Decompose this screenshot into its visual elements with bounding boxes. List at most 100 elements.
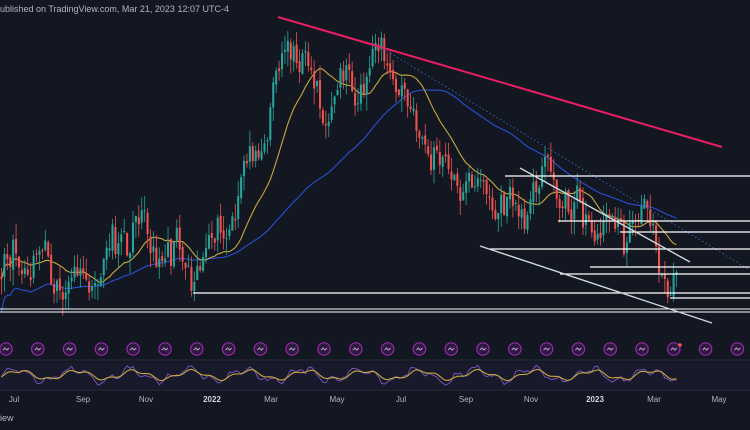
candle-body	[432, 147, 436, 170]
candle-body	[146, 212, 149, 235]
drawings-layer	[0, 16, 750, 324]
candle-body	[596, 233, 599, 240]
event-glyph	[479, 347, 487, 351]
candle-body	[473, 186, 476, 188]
candle-body	[260, 151, 263, 160]
candle-body	[108, 248, 111, 251]
candle-body	[482, 180, 485, 182]
candle-body	[657, 246, 661, 273]
x-tick-label: Mar	[647, 395, 661, 404]
candle-body	[520, 209, 523, 218]
candle-body	[593, 230, 596, 242]
event-glyph	[670, 347, 678, 351]
candle-body	[506, 196, 509, 217]
candle-body	[380, 37, 383, 50]
candle-body	[491, 197, 494, 211]
candle-body	[354, 92, 357, 106]
downtrend-line	[277, 16, 723, 148]
candle-body	[602, 221, 605, 236]
candle-body	[511, 187, 514, 206]
candle-body	[248, 146, 251, 162]
candle-body	[321, 110, 324, 124]
candle-body	[20, 270, 23, 275]
x-tick-label: Sep	[459, 395, 474, 404]
candle-body	[409, 106, 412, 109]
candle-body	[561, 206, 564, 209]
candle-body	[41, 250, 44, 252]
candle-body	[234, 218, 237, 221]
candle-body	[76, 267, 79, 276]
sma-50-layer	[0, 67, 677, 284]
candle-body	[418, 131, 421, 138]
candle-body	[468, 172, 471, 182]
candle-body	[102, 258, 105, 276]
candle-body	[50, 254, 53, 285]
candle-body	[205, 247, 208, 258]
candle-body	[263, 143, 266, 152]
candle-body	[640, 206, 643, 224]
candle-body	[283, 49, 286, 52]
candle-body	[216, 217, 219, 241]
candle-body	[318, 80, 322, 109]
candle-body	[175, 227, 178, 241]
candle-body	[392, 70, 395, 80]
rsi-pane	[0, 362, 750, 388]
candle-body	[17, 256, 21, 268]
candle-body	[242, 160, 246, 177]
candle-body	[579, 187, 582, 201]
candle-body	[503, 193, 506, 216]
candle-body	[672, 274, 675, 297]
candle-body	[167, 241, 170, 257]
candle-body	[535, 180, 538, 193]
candle-body	[32, 255, 35, 278]
event-glyph	[257, 347, 264, 351]
candle-body	[129, 253, 132, 259]
candle-body	[202, 257, 205, 271]
event-glyph	[352, 347, 360, 351]
candle-body	[266, 140, 269, 142]
candle-body	[12, 239, 15, 270]
candle-body	[412, 108, 415, 112]
candle-body	[152, 246, 155, 252]
candle-body	[120, 234, 123, 243]
candle-body	[245, 161, 248, 164]
x-axis: Jul Sep Nov 2022 Mar May Jul Sep Nov 2023 Mar May	[9, 395, 727, 404]
event-glyph	[161, 347, 169, 351]
candle-body	[15, 238, 18, 254]
candle-body	[614, 216, 617, 229]
candle-body	[368, 68, 371, 76]
candles-layer	[0, 30, 678, 316]
event-glyph	[2, 347, 10, 351]
event-glyph	[225, 347, 232, 351]
x-tick-label: Nov	[524, 395, 538, 404]
event-glyph	[511, 347, 519, 351]
candle-body	[131, 222, 134, 253]
x-tick-label: May	[711, 395, 726, 404]
x-tick-label: Jul	[396, 395, 406, 404]
candle-body	[564, 191, 567, 209]
event-glyph	[193, 347, 201, 351]
candle-body	[538, 187, 541, 194]
candle-body	[649, 209, 652, 227]
candle-body	[187, 265, 190, 267]
channel-lower	[479, 245, 713, 324]
candle-body	[207, 235, 210, 249]
candle-body	[403, 83, 406, 89]
candle-body	[210, 233, 213, 238]
candle-body	[269, 107, 272, 141]
candle-body	[655, 225, 658, 247]
candle-body	[330, 106, 333, 120]
candle-body	[397, 89, 400, 96]
candle-body	[190, 266, 193, 291]
candle-body	[342, 70, 345, 82]
candle-body	[581, 198, 585, 228]
candle-body	[82, 268, 85, 274]
event-glyph	[288, 347, 296, 351]
x-tick-label: 2022	[203, 395, 221, 404]
candle-body	[476, 178, 479, 187]
pane-separators	[0, 359, 750, 391]
event-glyph	[384, 347, 391, 351]
candle-body	[558, 199, 561, 208]
candle-body	[38, 250, 41, 255]
